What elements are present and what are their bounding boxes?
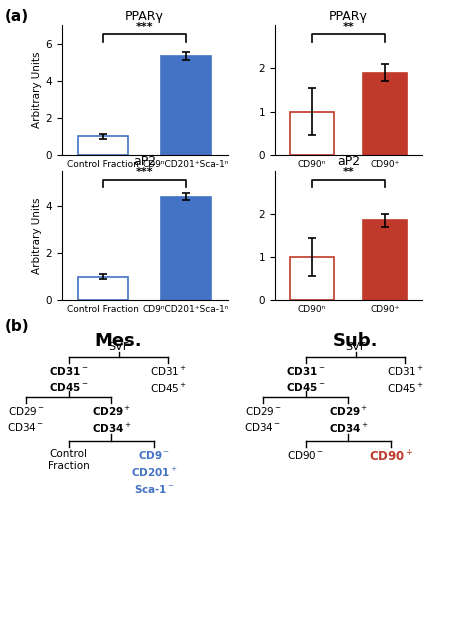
Text: Sub.: Sub.: [333, 332, 378, 349]
Text: **: **: [343, 21, 354, 32]
Text: ***: ***: [136, 167, 154, 177]
Text: CD29$^-$
CD34$^-$: CD29$^-$ CD34$^-$: [8, 404, 45, 432]
Text: CD29$^+$
CD34$^+$: CD29$^+$ CD34$^+$: [328, 404, 368, 435]
Text: Control
Fraction: Control Fraction: [48, 449, 90, 471]
Text: ***: ***: [136, 21, 154, 32]
Title: PPARγ: PPARγ: [125, 9, 164, 23]
Bar: [290, 257, 334, 300]
Text: CD31$^+$
CD45$^+$: CD31$^+$ CD45$^+$: [387, 365, 424, 396]
Bar: [161, 56, 211, 155]
Bar: [363, 73, 407, 155]
Bar: [363, 221, 407, 300]
Text: SVF: SVF: [345, 341, 366, 351]
Title: aP2: aP2: [337, 155, 360, 168]
Bar: [78, 277, 128, 300]
Y-axis label: Arbitrary Units: Arbitrary Units: [33, 52, 43, 128]
Text: CD31$^-$
CD45$^-$: CD31$^-$ CD45$^-$: [49, 365, 89, 392]
Text: CD90$^-$: CD90$^-$: [287, 449, 324, 461]
Text: Mes.: Mes.: [95, 332, 142, 349]
Text: CD31$^+$
CD45$^+$: CD31$^+$ CD45$^+$: [150, 365, 187, 396]
Text: (a): (a): [5, 9, 29, 25]
Bar: [290, 112, 334, 155]
Text: CD9$^-$
CD201$^+$
Sca-1$^-$: CD9$^-$ CD201$^+$ Sca-1$^-$: [131, 449, 177, 495]
Bar: [161, 197, 211, 300]
Text: CD29$^-$
CD34$^-$: CD29$^-$ CD34$^-$: [245, 404, 282, 432]
Title: aP2: aP2: [133, 155, 156, 168]
Text: CD90$^+$: CD90$^+$: [369, 449, 413, 465]
Bar: [78, 137, 128, 155]
Text: CD29$^+$
CD34$^+$: CD29$^+$ CD34$^+$: [91, 404, 131, 435]
Text: **: **: [343, 167, 354, 177]
Title: PPARγ: PPARγ: [329, 9, 368, 23]
Text: SVF: SVF: [108, 341, 129, 351]
Text: (b): (b): [5, 319, 29, 334]
Y-axis label: Arbitrary Units: Arbitrary Units: [33, 197, 43, 274]
Text: CD31$^-$
CD45$^-$: CD31$^-$ CD45$^-$: [286, 365, 326, 392]
